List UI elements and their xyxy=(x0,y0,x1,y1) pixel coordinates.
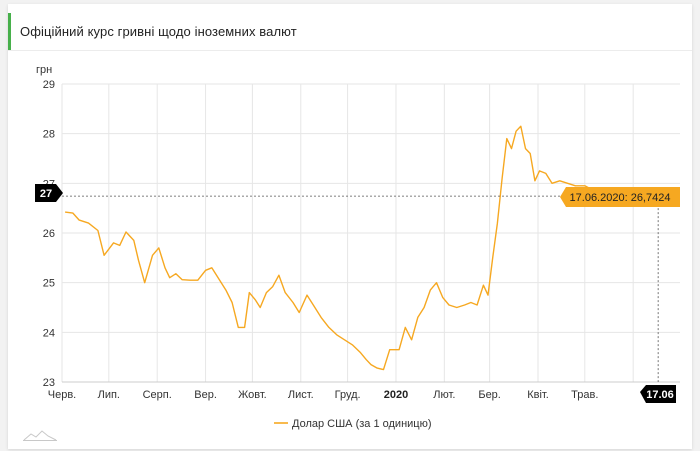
y-tick-label: 28 xyxy=(43,129,55,141)
tooltip-box xyxy=(560,187,680,207)
x-tick-label: Лип. xyxy=(98,389,120,401)
y-unit-label: грн xyxy=(36,64,52,76)
x-tick-label: Лист. xyxy=(288,389,314,401)
crosshair-y-value: 27 xyxy=(40,188,52,200)
page-title: Офіційний курс гривні щодо іноземних вал… xyxy=(20,24,297,39)
exchange-rate-card: Офіційний курс гривні щодо іноземних вал… xyxy=(8,4,692,449)
crosshair-x-badge xyxy=(640,385,676,403)
x-tick-label: Жовт. xyxy=(238,389,267,401)
legend-label: Долар США (за 1 одиницю) xyxy=(292,418,432,430)
crosshair-y-badge xyxy=(35,184,63,202)
tooltip-text: 17.06.2020: 26,7424 xyxy=(570,192,671,204)
y-tick-label: 23 xyxy=(43,377,55,389)
y-tick-label: 24 xyxy=(43,327,55,339)
header-accent-bar xyxy=(8,13,11,50)
y-tick-label: 29 xyxy=(43,79,55,91)
usd-rate-line xyxy=(65,125,659,371)
x-tick-label: Квіт. xyxy=(527,389,549,401)
x-tick-label: Серп. xyxy=(143,389,172,401)
x-tick-label: Груд. xyxy=(335,389,361,401)
x-tick-label: 2020 xyxy=(384,389,408,401)
mountain-line-logo-icon xyxy=(23,430,57,441)
crosshair-x-value: 17.06 xyxy=(646,389,674,401)
card-header: Офіційний курс гривні щодо іноземних вал… xyxy=(8,10,692,51)
x-tick-label: Бер. xyxy=(478,389,501,401)
x-tick-label: Черв. xyxy=(48,389,76,401)
x-tick-label: Трав. xyxy=(571,389,598,401)
y-tick-label: 25 xyxy=(43,278,55,290)
y-tick-label: 26 xyxy=(43,228,55,240)
x-tick-label: Лют. xyxy=(433,389,455,401)
x-tick-label: Вер. xyxy=(194,389,217,401)
